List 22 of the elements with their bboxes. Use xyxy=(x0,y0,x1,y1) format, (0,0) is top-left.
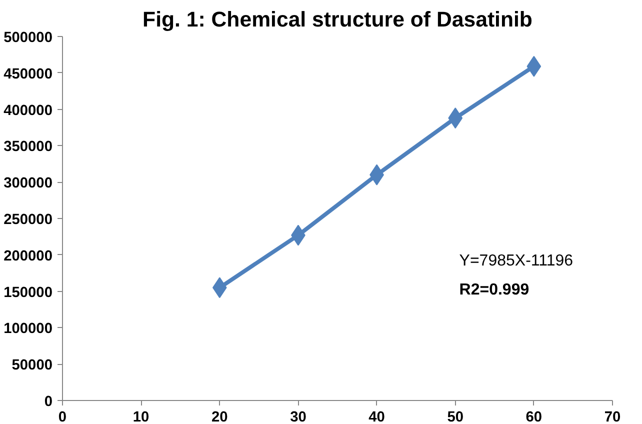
y-tick-label: 250000 xyxy=(4,212,53,228)
y-tick-label: 400000 xyxy=(4,102,53,119)
annotation: R2=0.999 xyxy=(459,282,530,299)
x-tick-label: 60 xyxy=(526,410,542,424)
x-tick-label: 50 xyxy=(447,410,464,424)
chart-title: Fig. 1: Chemical structure of Dasatinib xyxy=(142,8,532,32)
y-tick-label: 0 xyxy=(44,394,53,410)
x-tick-label: 30 xyxy=(290,410,306,424)
y-tick-label: 300000 xyxy=(4,176,53,192)
y-tick-label: 500000 xyxy=(4,30,53,46)
y-tick-label: 450000 xyxy=(4,66,53,82)
y-tick-label: 100000 xyxy=(4,321,53,338)
x-tick-label: 0 xyxy=(58,410,67,424)
y-tick-label: 200000 xyxy=(4,248,53,264)
y-tick-label: 50000 xyxy=(12,358,53,374)
y-tick-label: 150000 xyxy=(4,284,53,301)
x-tick-label: 70 xyxy=(604,410,621,424)
y-tick-label: 350000 xyxy=(4,139,53,156)
x-tick-label: 20 xyxy=(211,410,228,424)
x-tick-label: 10 xyxy=(132,410,150,424)
x-tick-label: 40 xyxy=(368,410,385,424)
annotation: Y=7985X-11196 xyxy=(459,252,574,270)
